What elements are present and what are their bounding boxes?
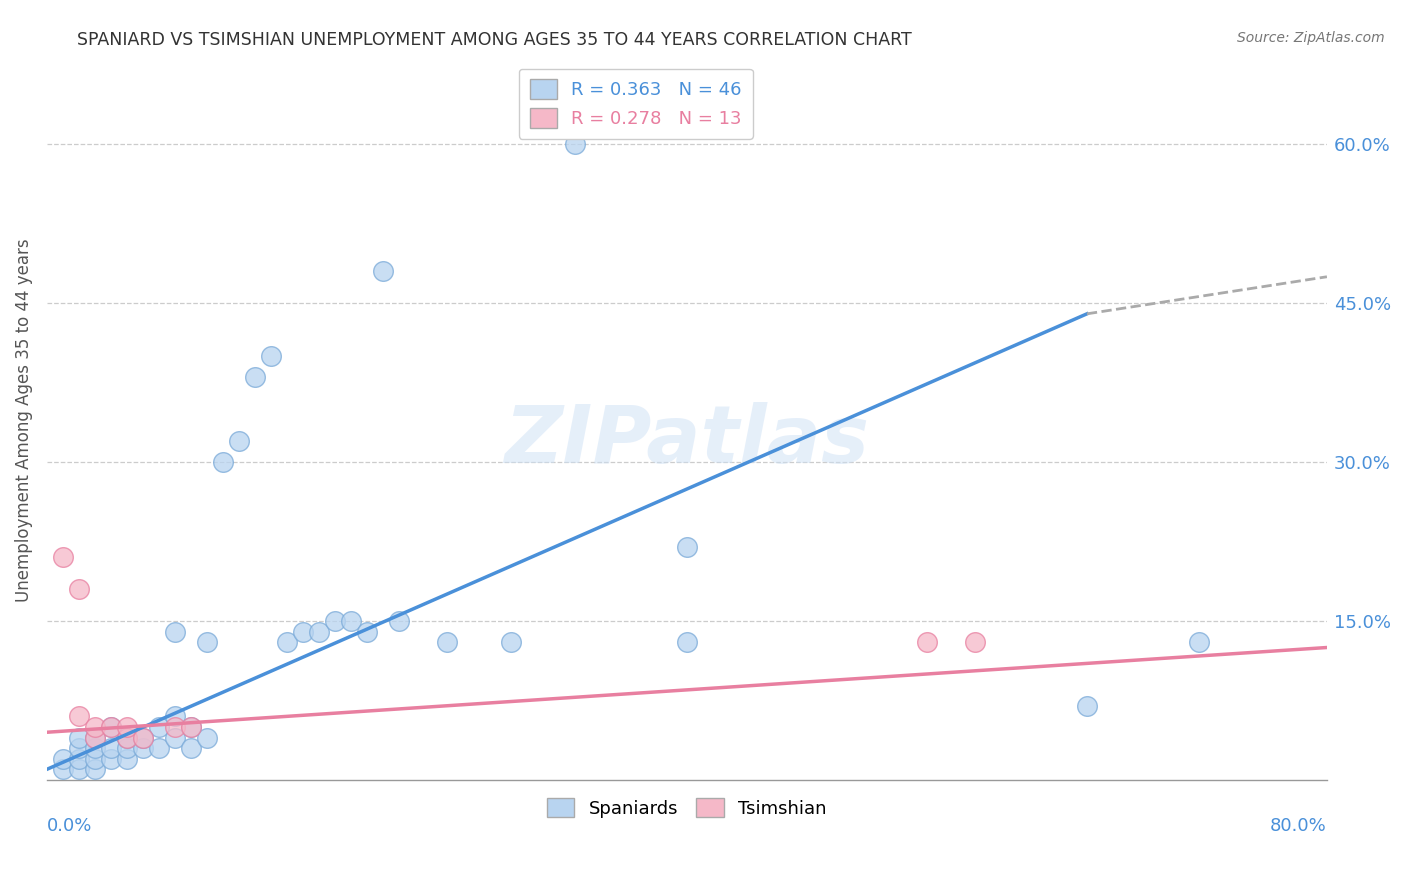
Point — [323, 614, 346, 628]
Point — [83, 762, 105, 776]
Point — [180, 741, 202, 756]
Point — [1076, 698, 1098, 713]
Point — [83, 720, 105, 734]
Point — [148, 720, 170, 734]
Point — [67, 709, 90, 723]
Point — [163, 709, 186, 723]
Point — [163, 624, 186, 639]
Point — [52, 752, 75, 766]
Text: ZIPatlas: ZIPatlas — [505, 402, 869, 481]
Point — [212, 455, 235, 469]
Point — [100, 720, 122, 734]
Point — [148, 741, 170, 756]
Point — [100, 720, 122, 734]
Point — [83, 752, 105, 766]
Point — [243, 370, 266, 384]
Point — [180, 720, 202, 734]
Point — [115, 731, 138, 745]
Point — [83, 731, 105, 745]
Text: 80.0%: 80.0% — [1270, 817, 1327, 835]
Y-axis label: Unemployment Among Ages 35 to 44 years: Unemployment Among Ages 35 to 44 years — [15, 238, 32, 601]
Point — [291, 624, 314, 639]
Point — [67, 582, 90, 597]
Point — [115, 731, 138, 745]
Point — [963, 635, 986, 649]
Text: SPANIARD VS TSIMSHIAN UNEMPLOYMENT AMONG AGES 35 TO 44 YEARS CORRELATION CHART: SPANIARD VS TSIMSHIAN UNEMPLOYMENT AMONG… — [77, 31, 912, 49]
Point — [100, 741, 122, 756]
Point — [195, 731, 218, 745]
Point — [276, 635, 298, 649]
Point — [228, 434, 250, 448]
Point — [67, 752, 90, 766]
Point — [260, 349, 283, 363]
Text: Source: ZipAtlas.com: Source: ZipAtlas.com — [1237, 31, 1385, 45]
Point — [67, 762, 90, 776]
Text: 0.0%: 0.0% — [46, 817, 93, 835]
Point — [100, 752, 122, 766]
Legend: Spaniards, Tsimshian: Spaniards, Tsimshian — [540, 790, 834, 825]
Point — [67, 731, 90, 745]
Point — [371, 264, 394, 278]
Point — [195, 635, 218, 649]
Point — [388, 614, 411, 628]
Point — [340, 614, 363, 628]
Point — [163, 720, 186, 734]
Point — [52, 762, 75, 776]
Point — [52, 550, 75, 565]
Point — [115, 752, 138, 766]
Point — [180, 720, 202, 734]
Point — [163, 731, 186, 745]
Point — [676, 540, 699, 554]
Point — [132, 731, 155, 745]
Point — [67, 741, 90, 756]
Point — [564, 137, 586, 152]
Point — [83, 731, 105, 745]
Point — [1188, 635, 1211, 649]
Point — [499, 635, 522, 649]
Point — [436, 635, 458, 649]
Point — [132, 731, 155, 745]
Point — [915, 635, 938, 649]
Point — [132, 741, 155, 756]
Point — [356, 624, 378, 639]
Point — [115, 720, 138, 734]
Point — [676, 635, 699, 649]
Point — [115, 741, 138, 756]
Point — [308, 624, 330, 639]
Point — [83, 741, 105, 756]
